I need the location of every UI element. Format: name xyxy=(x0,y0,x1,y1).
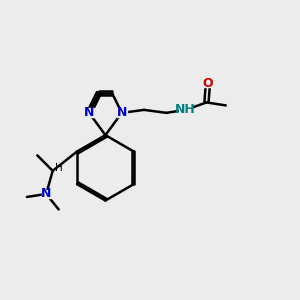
Text: N: N xyxy=(84,106,94,119)
Bar xyxy=(84,108,94,117)
Text: NH: NH xyxy=(175,103,196,116)
Text: O: O xyxy=(202,76,213,90)
Bar xyxy=(117,108,127,117)
Bar xyxy=(179,105,192,114)
Bar xyxy=(203,79,212,87)
Text: N: N xyxy=(41,188,51,200)
Bar xyxy=(42,190,51,198)
Text: N: N xyxy=(117,106,127,119)
Text: H: H xyxy=(55,163,62,173)
